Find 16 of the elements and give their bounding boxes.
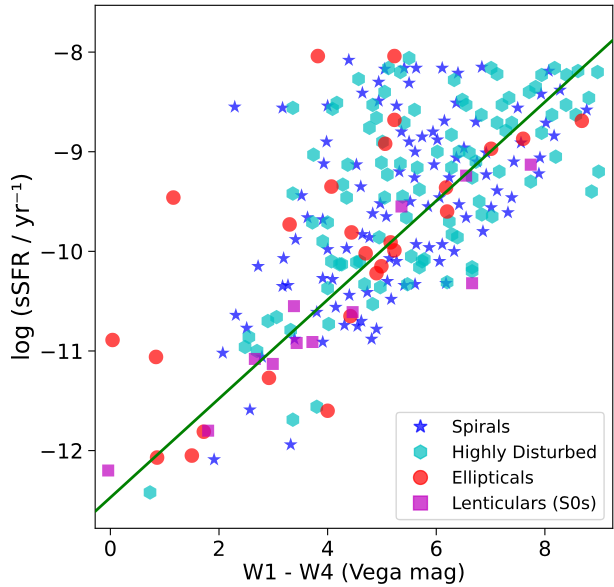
x-tick-label: 8 <box>540 540 550 556</box>
y-axis-title: log (sSFR / yr⁻¹) <box>10 174 34 358</box>
y-tick-label: −11 <box>42 344 82 359</box>
legend-label: Ellipticals <box>453 470 534 488</box>
y-tick-label: −10 <box>42 244 82 260</box>
y-tick-label: −12 <box>42 443 82 459</box>
y-tick-label: −8 <box>54 44 82 60</box>
x-tick-label: 6 <box>431 540 442 556</box>
legend-label: Lenticulars (S0s) <box>453 496 596 512</box>
x-axis-title: W1 - W4 (Vega mag) <box>243 563 464 584</box>
x-tick-label: 2 <box>214 540 224 556</box>
y-tick-label: −9 <box>54 144 82 160</box>
x-tick-label: 0 <box>105 540 116 556</box>
legend-label: Spirals <box>452 419 510 436</box>
legend-label: Highly Disturbed <box>453 444 596 462</box>
x-tick-label: 4 <box>322 540 334 556</box>
